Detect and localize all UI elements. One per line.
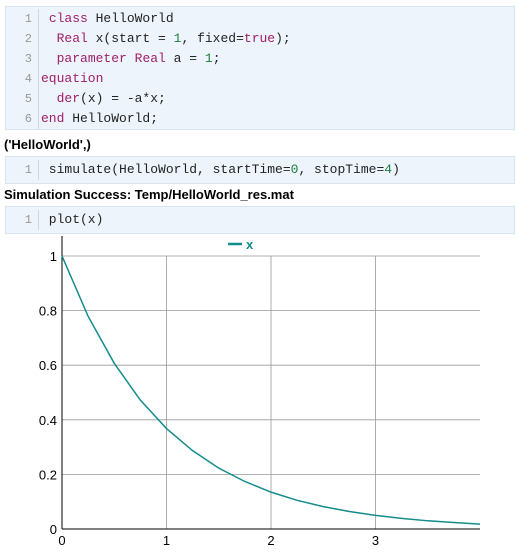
cell-1-output: ('HelloWorld',) [4,137,91,152]
code-line: 5 der(x) = -a*x; [6,89,514,109]
plot-chart: 0 0.2 0.4 0.6 0.8 1 0 1 2 3 x [39,236,481,548]
code-token: 0 [290,162,299,177]
x-tick-label: 0 [58,533,65,548]
code-token: Real [56,31,88,46]
code-text: simulate(HelloWorld, startTime=0, stopTi… [38,160,400,180]
code-line: 4 equation [6,69,514,89]
code-cell-2[interactable]: 1 simulate(HelloWorld, startTime=0, stop… [5,156,515,184]
code-line: 1 simulate(HelloWorld, startTime=0, stop… [6,160,514,180]
code-token: der [56,91,81,106]
code-token: true [243,31,276,46]
code-token [41,11,49,26]
code-token: simulate(HelloWorld, startTime= [41,162,291,177]
y-tick-label: 1 [50,249,57,264]
code-line: 6 end HelloWorld; [6,109,514,129]
line-number: 2 [24,32,32,46]
x-tick-label: 2 [267,533,274,548]
line-number: 3 [24,52,32,66]
code-line: 1 plot(x) [6,210,514,230]
line-number: 5 [24,92,32,106]
code-text: parameter Real a = 1; [38,49,221,69]
code-token: parameter [56,51,127,66]
code-line: 3 parameter Real a = 1; [6,49,514,69]
code-token: class [48,11,88,26]
code-token: 1 [204,51,213,66]
code-token: a = [165,51,205,66]
code-line: 2 Real x(start = 1, fixed=true); [6,29,514,49]
code-token [41,31,57,46]
x-tick-label: 1 [163,533,170,548]
chart-legend: x [228,237,254,252]
code-token: 4 [384,162,393,177]
code-cell-3-lines: 1 plot(x) [6,210,514,230]
code-token: 1 [173,31,182,46]
code-token: , fixed= [181,31,244,46]
chart-grid [61,255,480,530]
legend-label: x [246,237,254,252]
code-token: ) [392,162,400,177]
line-number: 1 [24,12,32,26]
code-token: end [41,111,65,126]
line-number: 1 [24,163,32,177]
x-tick-label: 3 [372,533,379,548]
y-tick-label: 0 [50,522,57,537]
code-token: HelloWorld [87,11,174,26]
y-tick-label: 0.2 [39,467,57,482]
chart-axes [61,236,480,530]
code-token: (x) = -a*x; [80,91,166,106]
y-tick-label: 0.6 [39,358,57,373]
line-number: 6 [24,112,32,126]
code-text: Real x(start = 1, fixed=true); [38,29,291,49]
code-text: plot(x) [38,210,103,230]
series-line-x [61,255,481,525]
code-token: ); [275,31,291,46]
code-cell-1[interactable]: 1 class HelloWorld 2 Real x(start = 1, fi… [5,6,515,130]
code-text: end HelloWorld; [38,109,158,129]
code-cell-2-lines: 1 simulate(HelloWorld, startTime=0, stop… [6,160,514,180]
code-token: , stopTime= [298,162,385,177]
code-token [41,51,57,66]
code-token: Real [134,51,166,66]
code-token: equation [41,71,104,86]
code-token: x(start = [87,31,174,46]
code-line: 1 class HelloWorld [6,9,514,29]
y-tick-label: 0.4 [39,413,57,428]
line-number: 1 [24,213,32,227]
cell-2-output: Simulation Success: Temp/HelloWorld_res.… [4,187,294,202]
code-token [41,91,57,106]
line-number: 4 [24,72,32,86]
y-tick-label: 0.8 [39,304,57,319]
code-text: class HelloWorld [38,9,174,29]
chart-ticks: 0 0.2 0.4 0.6 0.8 1 0 1 2 3 [39,249,379,548]
code-text: equation [38,69,103,89]
code-cell-3[interactable]: 1 plot(x) [5,206,515,234]
code-cell-1-lines: 1 class HelloWorld 2 Real x(start = 1, fi… [6,9,514,129]
code-token: ; [212,51,221,66]
chart-series [61,255,481,525]
code-text: der(x) = -a*x; [38,89,166,109]
code-token: HelloWorld; [64,111,159,126]
code-token: plot(x) [41,212,104,227]
code-token [127,51,135,66]
